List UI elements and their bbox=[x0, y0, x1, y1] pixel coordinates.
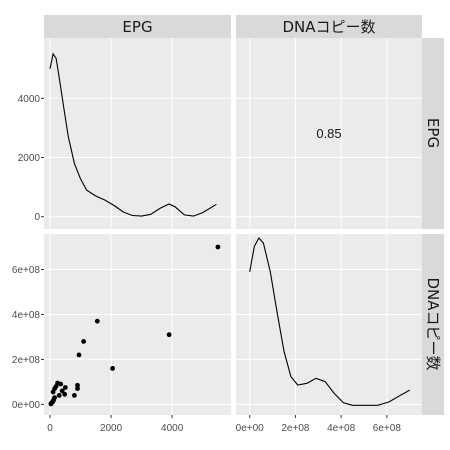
grid-lines bbox=[44, 38, 422, 415]
tick-x-dna: 0e+00 bbox=[236, 423, 265, 434]
scatter-point bbox=[110, 366, 115, 371]
scatter-point bbox=[62, 385, 68, 390]
scatter-point bbox=[72, 393, 77, 398]
strip-label-epg: EPG bbox=[122, 18, 152, 36]
tick-y-epg: 2000 bbox=[18, 153, 41, 164]
strip-label-dna: DNAコピー数 bbox=[282, 18, 375, 36]
scatter-point bbox=[52, 395, 57, 400]
strip-right-dna bbox=[422, 234, 444, 415]
scatter-point bbox=[75, 386, 80, 391]
panel-correlation bbox=[236, 38, 422, 229]
strip-dna bbox=[236, 15, 422, 38]
tick-y-dna: 4e+08 bbox=[12, 310, 41, 321]
scatter-point bbox=[56, 393, 62, 398]
panel-scatter bbox=[44, 229, 231, 415]
density-curve-dna bbox=[249, 237, 410, 406]
strip-right-epg bbox=[422, 38, 444, 229]
scatter-point bbox=[215, 244, 221, 250]
tick-x-epg: 0 bbox=[47, 423, 53, 434]
scatter-point bbox=[62, 391, 68, 397]
scatter-point bbox=[58, 381, 64, 387]
strip-right-label-epg: EPG bbox=[424, 118, 442, 148]
tick-y-dna: 2e+08 bbox=[12, 355, 41, 366]
tick-x-dna: 4e+08 bbox=[327, 423, 356, 434]
scatter-point bbox=[76, 352, 82, 358]
density-curve-epg bbox=[49, 52, 217, 217]
scatter-point bbox=[75, 382, 80, 388]
tick-x-dna: 6e+08 bbox=[373, 423, 402, 434]
axis-ticks: 0 2000 4000 0e+00 2e+08 4e+08 6e+08 0 2000 4000 0e… bbox=[12, 94, 401, 434]
chart-marks bbox=[48, 52, 410, 407]
strip-right-label-dna: DNAコピー数 bbox=[424, 277, 442, 370]
tick-y-dna: 0e+00 bbox=[12, 400, 41, 411]
tick-y-dna: 6e+08 bbox=[12, 265, 41, 276]
scatter-point bbox=[166, 332, 172, 338]
tick-x-dna: 2e+08 bbox=[281, 423, 310, 434]
strip-epg bbox=[44, 15, 231, 38]
tick-x-epg: 4000 bbox=[161, 423, 184, 434]
scatter-point bbox=[81, 339, 86, 344]
panel-epg-density bbox=[44, 38, 231, 229]
tick-y-epg: 0 bbox=[34, 212, 40, 223]
correlation-value: 0.85 bbox=[316, 126, 341, 141]
tick-x-epg: 2000 bbox=[100, 423, 123, 434]
scatter-point bbox=[94, 318, 100, 324]
tick-y-epg: 4000 bbox=[18, 94, 41, 105]
scatter-point bbox=[59, 388, 65, 394]
